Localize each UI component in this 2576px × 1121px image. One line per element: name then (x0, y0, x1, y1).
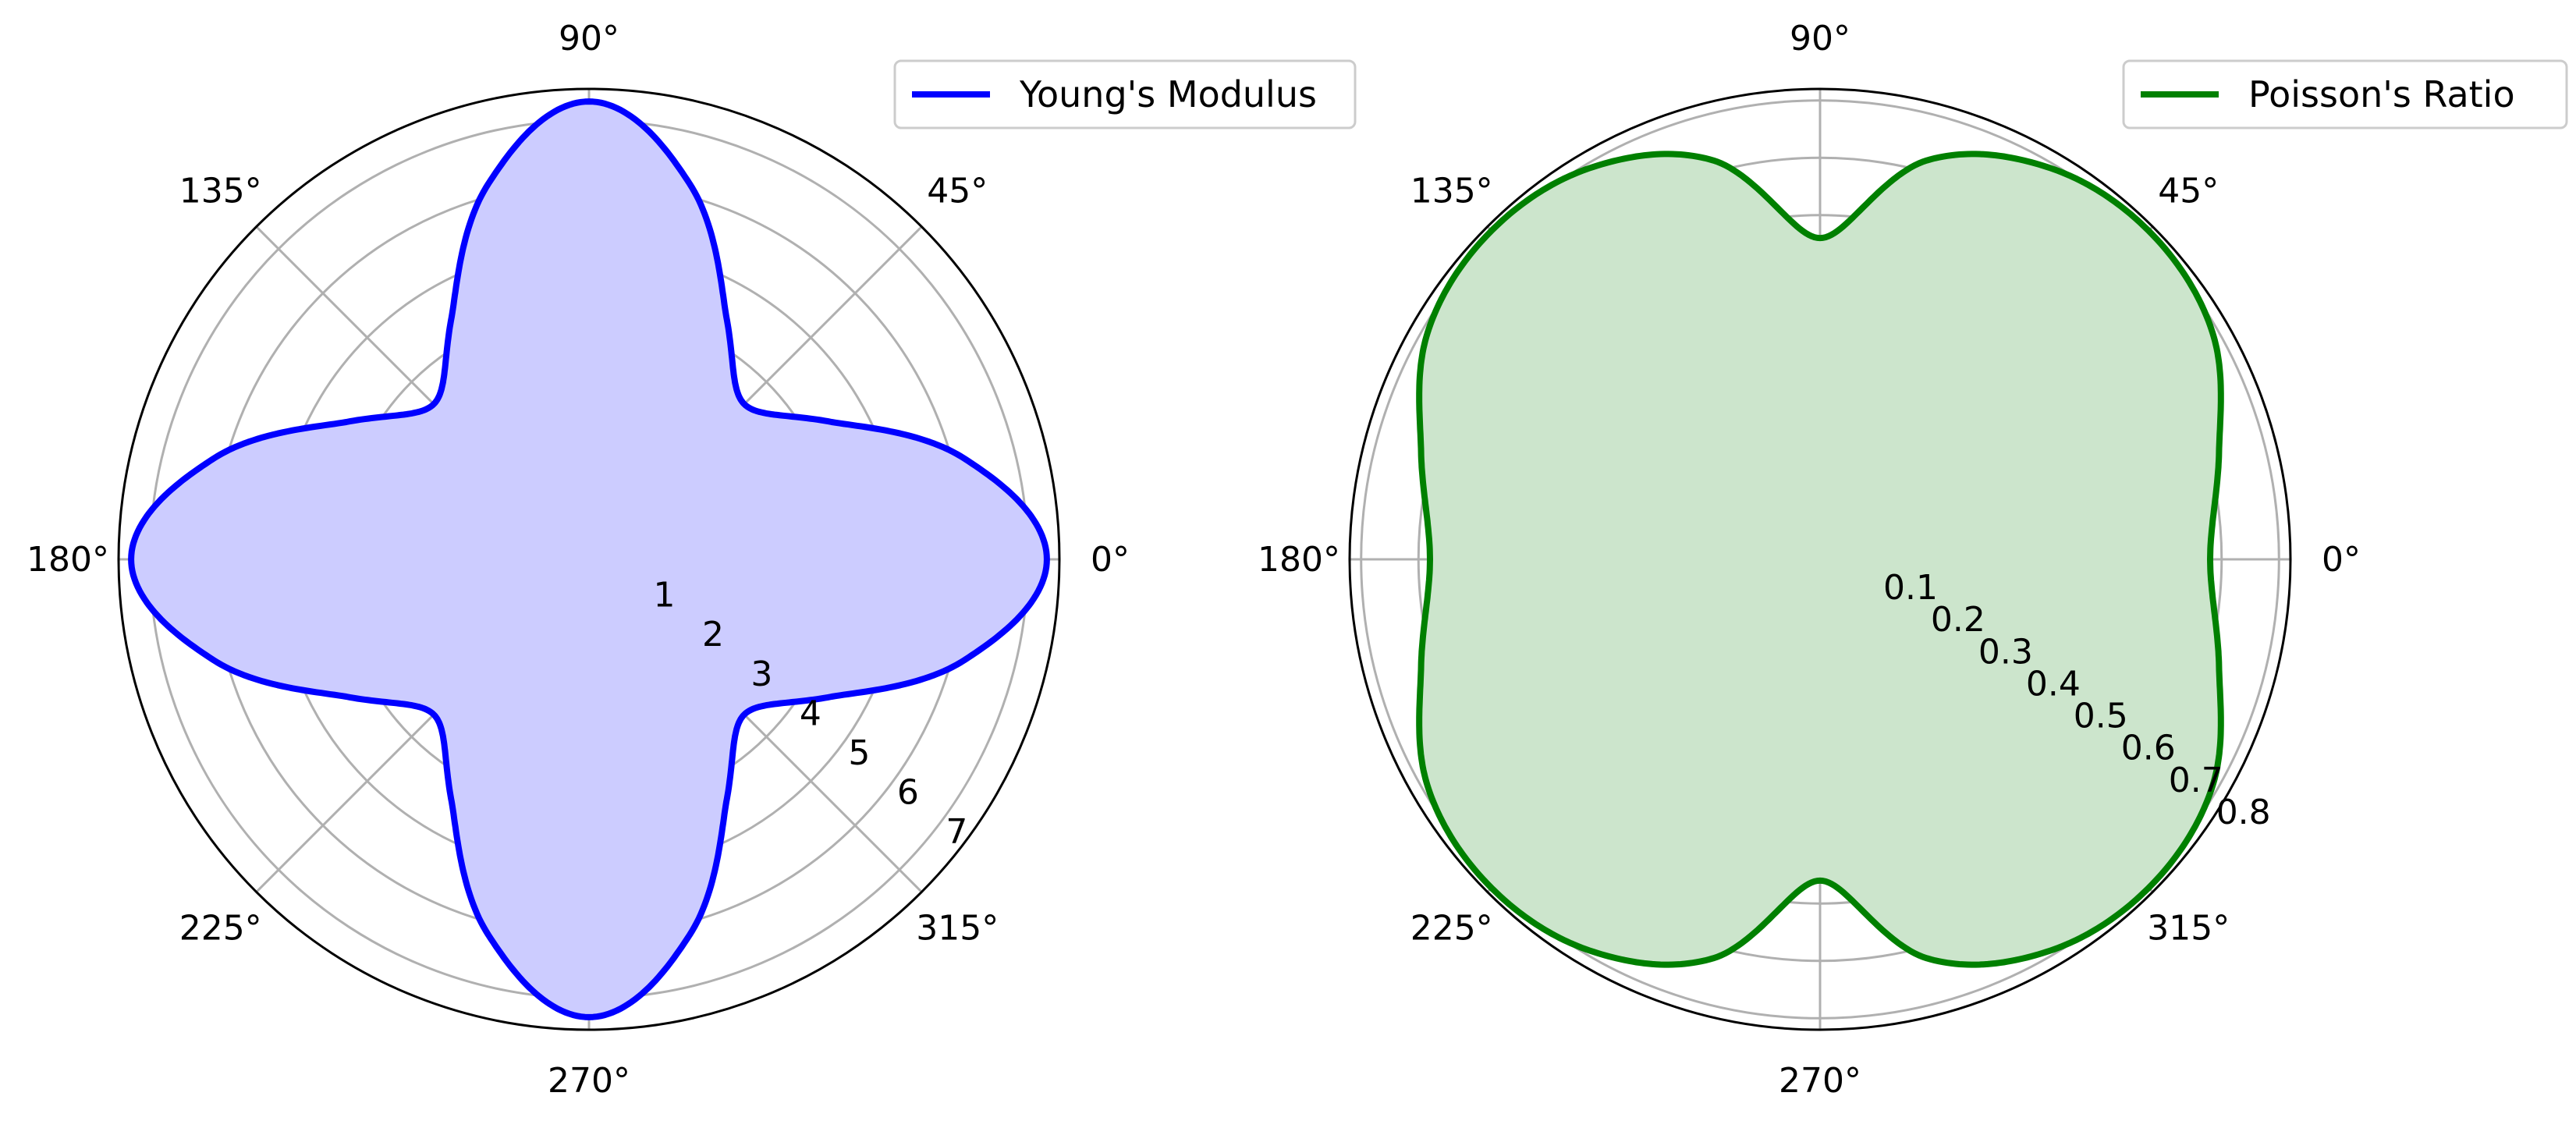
poissons-ratio-polar-chart: 0° 45° 90° 135° 180° 225° 270° 315° 0.10.20.30.4… (1258, 19, 2568, 1101)
angular-tick-label: 45° (927, 172, 988, 211)
radial-tick-label: 0.2 (1931, 600, 1985, 640)
legend: Poisson's Ratio (2122, 59, 2568, 129)
angular-tick-label: 90° (559, 19, 619, 59)
legend-label: Young's Modulus (1019, 73, 1317, 115)
angular-tick-label: 315° (916, 908, 999, 948)
radial-tick-label: 5 (848, 733, 870, 773)
angular-tick-label: 135° (1410, 172, 1493, 211)
radial-tick-label: 1 (654, 576, 676, 615)
angular-tick-label: 90° (1790, 19, 1850, 59)
angular-tick-label: 0° (2322, 540, 2361, 580)
radial-tick-label: 0.7 (2169, 761, 2223, 800)
polar-frame (1348, 87, 2292, 1031)
legend-label: Poisson's Ratio (2248, 73, 2515, 115)
radial-tick-label: 6 (897, 773, 919, 813)
polar-frame (117, 87, 1061, 1031)
angular-tick-label: 225° (1410, 908, 1493, 948)
angular-tick-label: 0° (1091, 540, 1130, 580)
angular-tick-label: 225° (179, 908, 262, 948)
radial-tick-label: 0.1 (1883, 568, 1938, 608)
angular-tick-label: 270° (548, 1061, 630, 1101)
legend-box (893, 59, 1357, 129)
radial-tick-label: 3 (750, 655, 772, 694)
radial-tick-label: 0.4 (2026, 665, 2081, 704)
legend: Young's Modulus (893, 59, 1357, 129)
series-fill-0 (1419, 154, 2221, 965)
angular-tick-label: 180° (27, 540, 109, 580)
angular-tick-label: 315° (2147, 908, 2230, 948)
series-fill-0 (131, 101, 1047, 1017)
radial-tick-label: 0.5 (2074, 697, 2128, 736)
angular-tick-label: 45° (2158, 172, 2219, 211)
radial-tick-label: 0.6 (2121, 729, 2176, 768)
series-line-0 (128, 98, 1050, 1020)
angular-tick-label: 270° (1779, 1061, 1861, 1101)
legend-box (2122, 59, 2568, 129)
angular-tick-label: 135° (179, 172, 262, 211)
radial-tick-label: 7 (946, 812, 967, 852)
radial-tick-label: 4 (800, 694, 821, 733)
angular-tick-label: 180° (1258, 540, 1340, 580)
radial-tick-label: 0.8 (2216, 793, 2271, 832)
radial-tick-label: 0.3 (1978, 632, 2033, 672)
radial-tick-label: 2 (702, 615, 724, 655)
series-line-0 (1416, 151, 2224, 968)
